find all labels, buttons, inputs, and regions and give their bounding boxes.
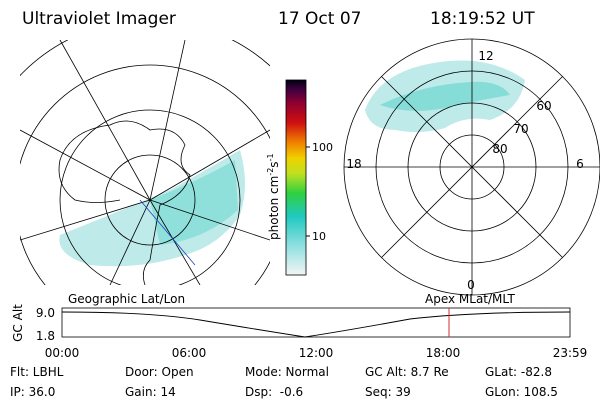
info-field: Seq: 39 xyxy=(365,385,411,399)
info-field: Door: Open xyxy=(125,365,194,379)
title: Ultraviolet Imager xyxy=(22,9,176,29)
polar-label: 0 xyxy=(467,278,475,292)
polar-plot xyxy=(343,38,600,296)
polar-label: 60 xyxy=(536,99,551,113)
orbit-left-label: Geographic Lat/Lon xyxy=(68,292,185,306)
colorbar-tick-label: 100 xyxy=(312,141,333,154)
info-field: Flt: LBHL xyxy=(10,365,64,379)
orbit-frame xyxy=(61,307,571,338)
info-field: Mode: Normal xyxy=(245,365,329,379)
geographic-map xyxy=(20,40,270,285)
info-field: GLon: 108.5 xyxy=(485,385,558,399)
orbit-y-tick: 1.8 xyxy=(36,329,55,343)
orbit-time-tick: 23:59 xyxy=(553,346,588,360)
info-field: Gain: 14 xyxy=(125,385,176,399)
orbit-time-tick: 06:00 xyxy=(172,346,207,360)
orbit-axis-title: GC Alt xyxy=(11,304,25,342)
orbit-time-tick: 00:00 xyxy=(45,346,80,360)
colorbar-tick-label: 10 xyxy=(312,230,326,243)
info-field: IP: 36.0 xyxy=(10,385,55,399)
orbit-time-tick: 18:00 xyxy=(426,346,461,360)
orbit-right-label: Apex MLat/MLT xyxy=(425,292,515,306)
polar-label: 80 xyxy=(492,142,507,156)
colorbar xyxy=(285,79,307,276)
info-field: Dsp: -0.6 xyxy=(245,385,303,399)
info-field: GLat: -82.8 xyxy=(485,365,552,379)
orbit-curve xyxy=(61,311,571,338)
date: 17 Oct 07 xyxy=(278,9,361,29)
polar-label: 70 xyxy=(513,122,528,136)
time: 18:19:52 UT xyxy=(430,9,535,29)
orbit-y-tick: 9.0 xyxy=(36,306,55,320)
polar-label: 12 xyxy=(478,49,493,63)
orbit-time-tick: 12:00 xyxy=(299,346,334,360)
info-field: GC Alt: 8.7 Re xyxy=(365,365,449,379)
polar-label: 6 xyxy=(576,157,584,171)
polar-label: 18 xyxy=(346,157,361,171)
colorbar-unit: photon cm-2s-1 xyxy=(266,153,281,240)
info-table: Flt: LBHL Door: Open Mode: Normal GC Alt: 8… xyxy=(10,365,558,399)
